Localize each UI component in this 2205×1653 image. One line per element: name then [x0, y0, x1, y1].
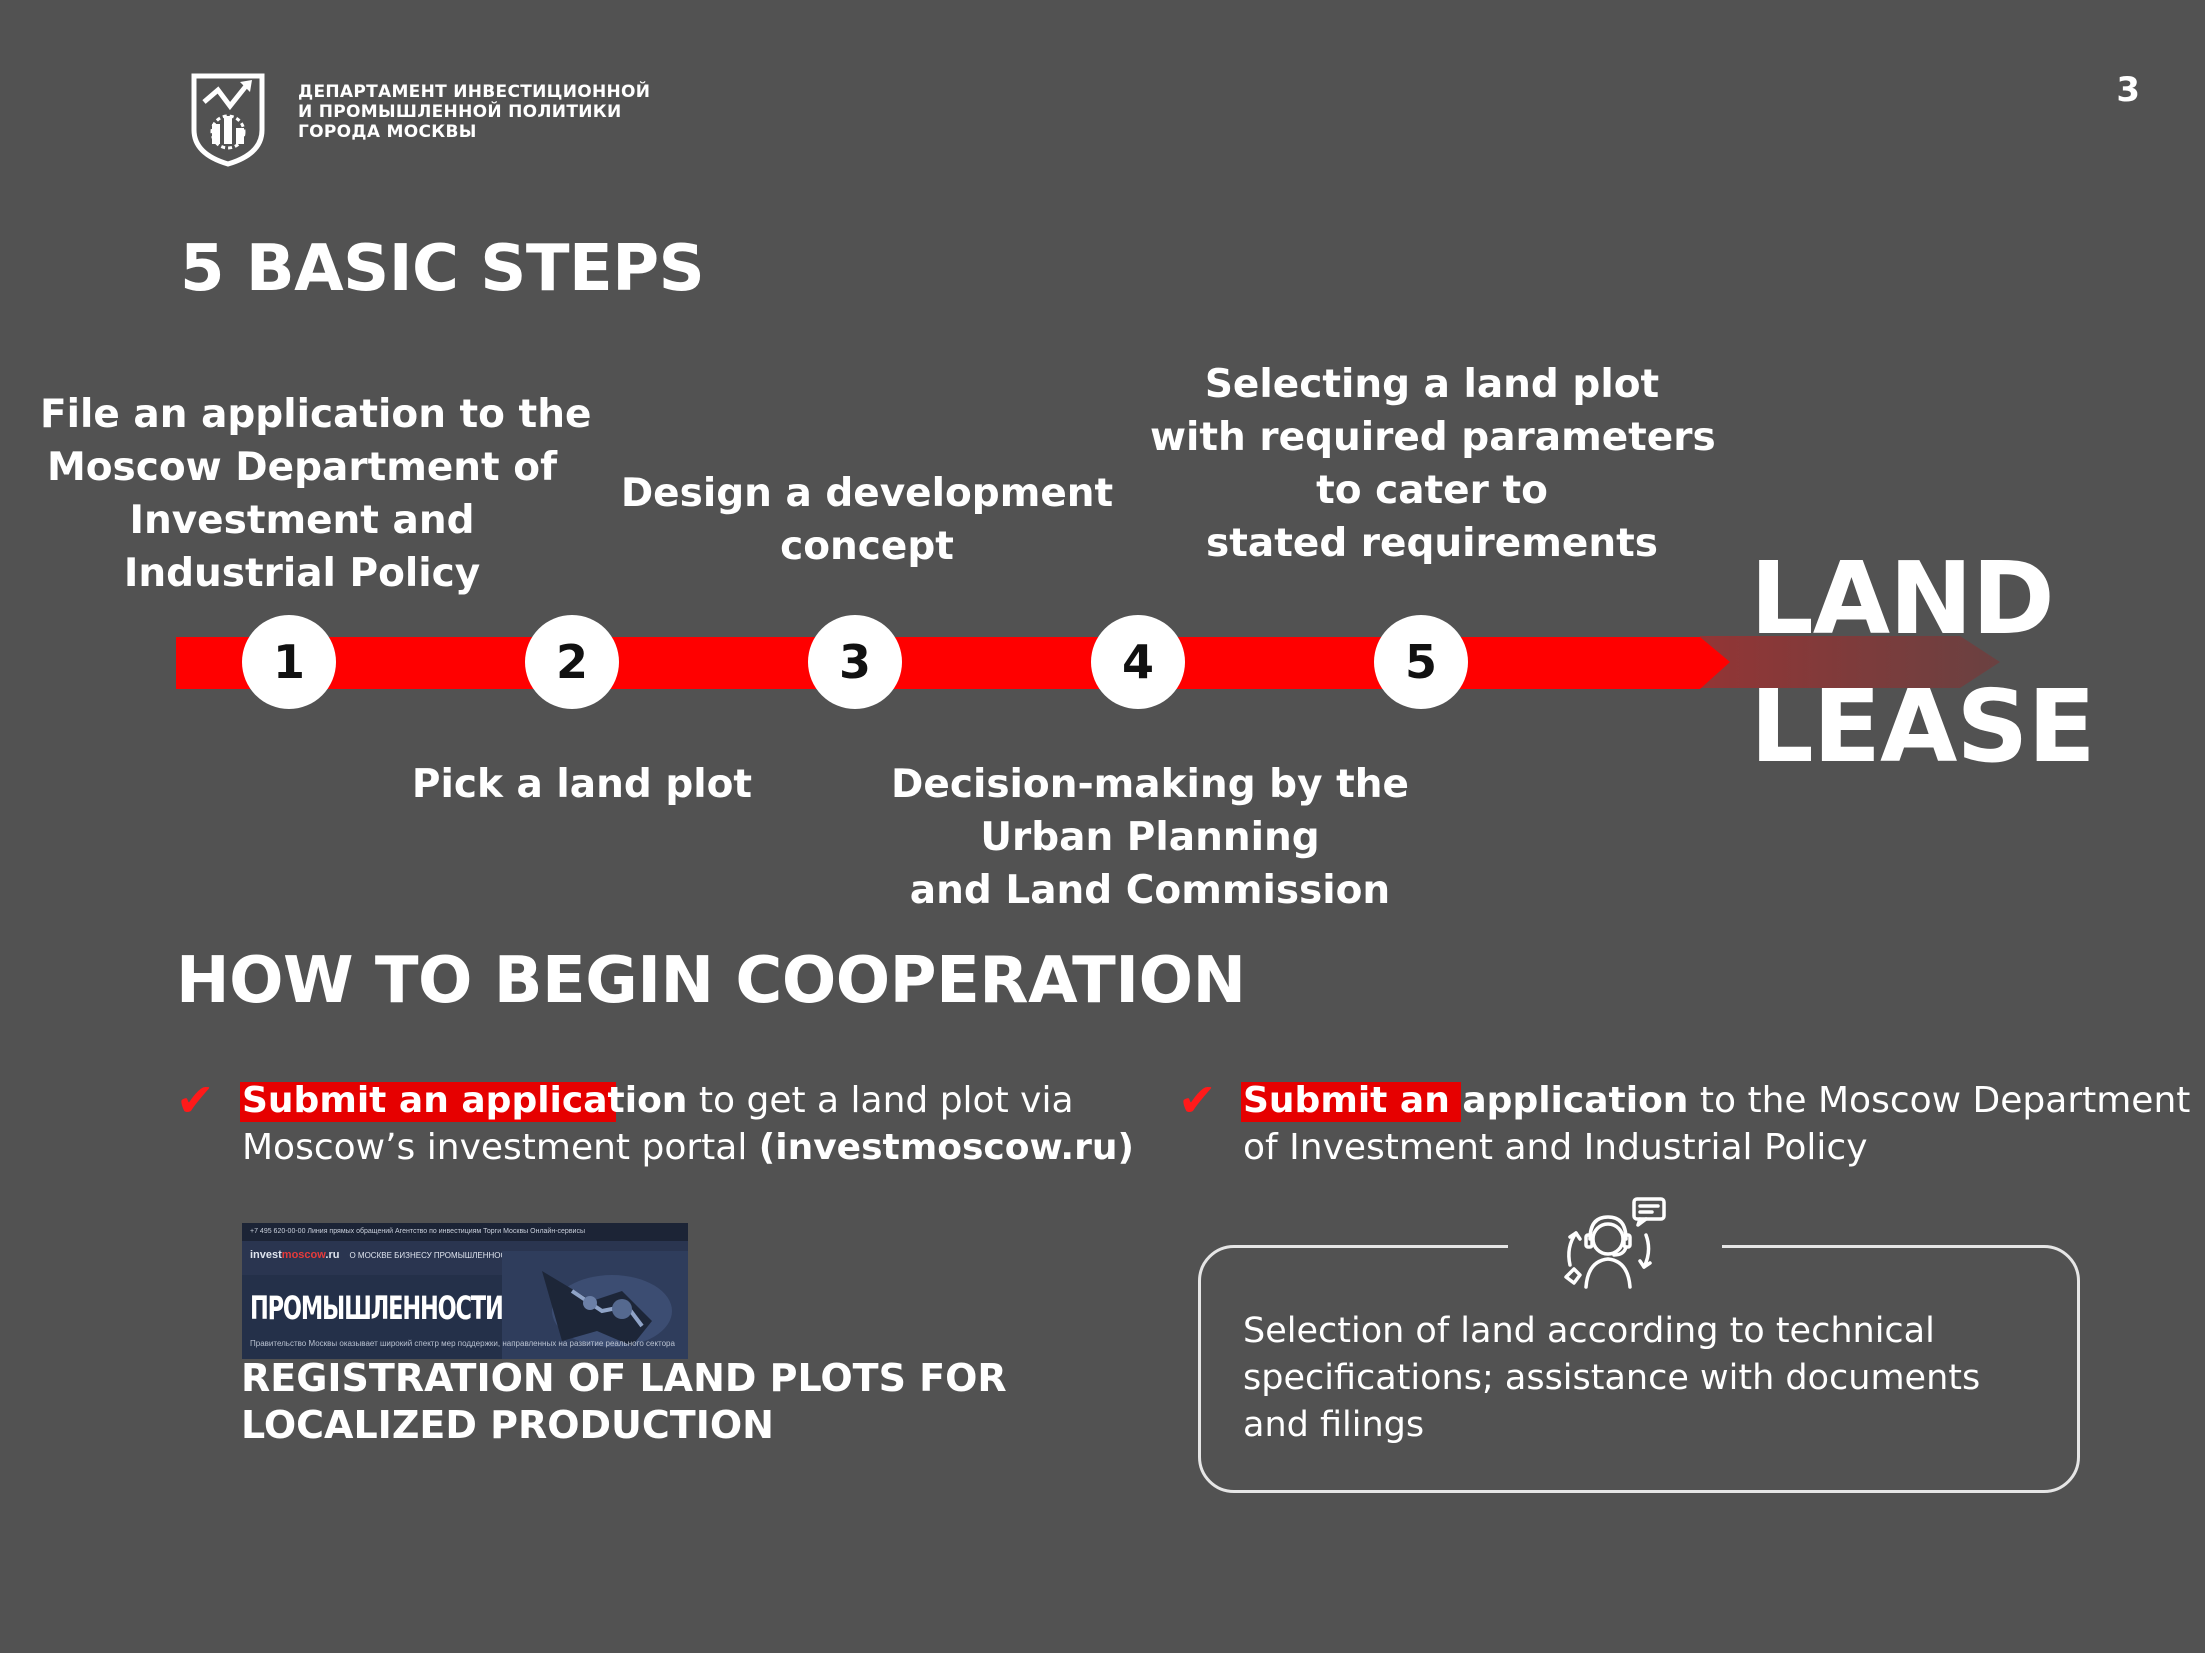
registration-caption-line: REGISTRATION OF LAND PLOTS FOR	[241, 1356, 1007, 1400]
timeline-arrow	[176, 637, 1730, 689]
timeline-arrow-tail	[1700, 636, 2000, 688]
red-checkmark-icon: ✔	[176, 1073, 215, 1127]
step-label-line: File an application to the	[40, 392, 592, 437]
portal-application-line-2-text: Moscow’s investment portal	[242, 1127, 759, 1168]
department-application-line-1: Submit an application to the Moscow Depa…	[1241, 1077, 2191, 1124]
portal-application-line-2: Moscow’s investment portal (investmoscow…	[242, 1124, 1134, 1171]
step-1-circle: 1	[242, 615, 336, 709]
portal-application-line-1-rest: to get a land plot via	[687, 1080, 1074, 1121]
step-label-line: Decision-making by the	[891, 762, 1409, 807]
step-label-line: Pick a land plot	[411, 762, 753, 807]
organization-name-line: ДЕПАРТАМЕНТ ИНВЕСТИЦИОННОЙ	[298, 82, 651, 102]
portal-url[interactable]: (investmoscow.ru)	[758, 1127, 1134, 1168]
service-description-line: and filings	[1243, 1405, 1425, 1445]
step-label-line: and Land Commission	[909, 868, 1391, 913]
submit-application-highlight: Submit an application	[1241, 1080, 1689, 1122]
service-description: Selection of land according to technical…	[1243, 1308, 1980, 1449]
step-label-line: Industrial Policy	[123, 551, 481, 596]
step-label-line: to cater to	[1316, 468, 1548, 513]
robot-arm-illustration	[502, 1251, 688, 1359]
portal-application-line-1: Submit an application to get a land plot…	[240, 1077, 1134, 1124]
step-5-label: Selecting a land plot with required para…	[1150, 358, 1716, 570]
portal-brand: investmoscow.ru	[250, 1249, 340, 1261]
outcome-line: LAND	[1750, 540, 2055, 657]
cooperation-heading: HOW TO BEGIN COOPERATION	[176, 944, 1246, 1018]
step-1-label: File an application to the Moscow Depart…	[40, 388, 592, 600]
moscow-department-emblem-icon	[191, 73, 265, 167]
red-checkmark-icon: ✔	[1178, 1073, 1217, 1127]
step-label-line: Urban Planning	[980, 815, 1320, 860]
step-4-circle: 4	[1091, 615, 1185, 709]
organization-name-line: И ПРОМЫШЛЕННОЙ ПОЛИТИКИ	[298, 102, 622, 122]
step-3-label: Design a development concept	[612, 467, 1122, 573]
step-label-line: concept	[780, 524, 954, 569]
step-label-line: Moscow Department of	[46, 445, 558, 490]
portal-application-text: Submit an application to get a land plot…	[240, 1077, 1134, 1171]
step-3-circle: 3	[808, 615, 902, 709]
submit-application-highlight: Submit an application	[240, 1080, 688, 1122]
land-lease-outcome: LAND LEASE	[1750, 535, 2096, 791]
organization-name-line: ГОРОДА МОСКВЫ	[298, 122, 477, 142]
service-box-icon-gap	[1508, 1238, 1722, 1254]
portal-hero-title: ПРОМЫШЛЕННОСТИ	[250, 1289, 504, 1327]
page-number: 3	[2116, 70, 2140, 110]
step-5-circle: 5	[1374, 615, 1468, 709]
department-application-line-2: of Investment and Industrial Policy	[1243, 1127, 1868, 1168]
outcome-line: LEASE	[1750, 668, 2096, 785]
step-label-line: with required parameters	[1150, 415, 1716, 460]
step-4-label: Decision-making by the Urban Planning an…	[870, 758, 1430, 917]
service-description-line: Selection of land according to technical	[1243, 1311, 1935, 1351]
support-operator-icon	[1564, 1197, 1666, 1289]
service-description-line: specifications; assistance with document…	[1243, 1358, 1981, 1398]
step-2-circle: 2	[525, 615, 619, 709]
steps-heading: 5 BASIC STEPS	[180, 232, 705, 306]
step-2-label: Pick a land plot	[370, 758, 794, 811]
department-application-text: Submit an application to the Moscow Depa…	[1241, 1077, 2191, 1171]
step-label-line: Selecting a land plot	[1204, 362, 1660, 407]
step-label-line: stated requirements	[1206, 521, 1658, 566]
step-label-line: Investment and	[129, 498, 475, 543]
organization-name: ДЕПАРТАМЕНТ ИНВЕСТИЦИОННОЙ И ПРОМЫШЛЕННО…	[298, 82, 650, 142]
portal-hero-subtitle: Правительство Москвы оказывает широкий с…	[250, 1339, 675, 1348]
department-application-line-1-rest: to the Moscow Department	[1688, 1080, 2191, 1121]
registration-caption-line: LOCALIZED PRODUCTION	[241, 1403, 774, 1447]
registration-caption: REGISTRATION OF LAND PLOTS FOR LOCALIZED…	[241, 1355, 1007, 1449]
investment-portal-screenshot: +7 495 620-00-00 Линия прямых обращений …	[242, 1223, 688, 1359]
portal-topbar: +7 495 620-00-00 Линия прямых обращений …	[242, 1223, 688, 1241]
step-label-line: Design a development	[620, 471, 1114, 516]
